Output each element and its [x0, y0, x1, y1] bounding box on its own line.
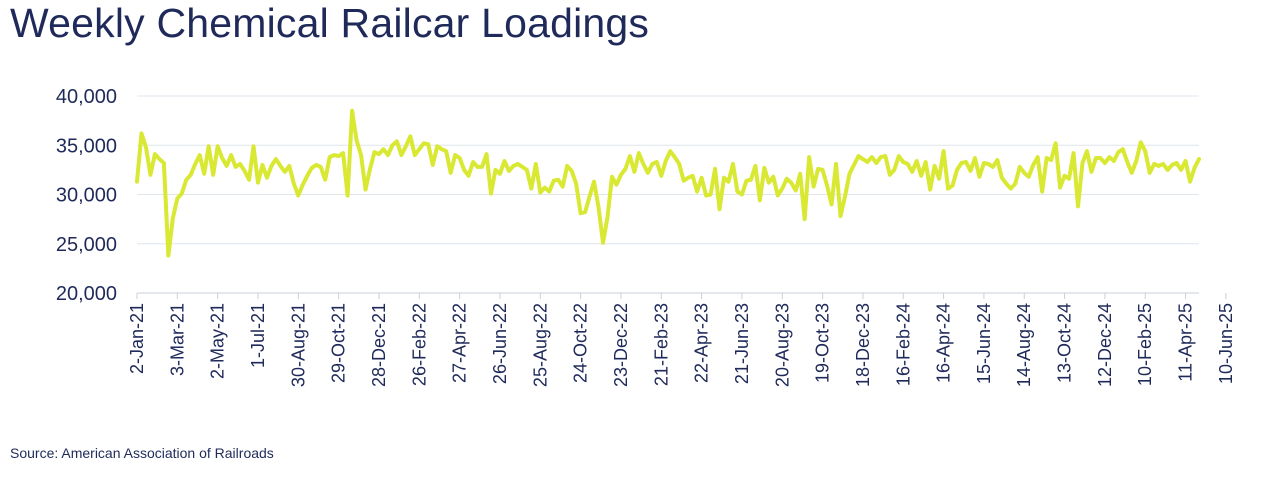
x-tick-label: 25-Aug-22	[530, 303, 550, 387]
x-tick-label: 21-Jun-23	[732, 303, 752, 384]
x-tick-label: 3-Mar-21	[167, 303, 187, 376]
x-tick-label: 16-Apr-24	[934, 303, 954, 383]
x-tick-label: 26-Jun-22	[490, 303, 510, 384]
x-tick-label: 26-Feb-22	[409, 303, 429, 386]
y-tick-label: 35,000	[56, 135, 117, 157]
x-tick-label: 1-Jul-21	[248, 303, 268, 368]
x-tick-label: 27-Apr-22	[450, 303, 470, 383]
chart-title: Weekly Chemical Railcar Loadings	[10, 0, 650, 46]
x-tick-label: 12-Dec-24	[1095, 303, 1115, 387]
x-tick-label: 2-May-21	[208, 303, 228, 379]
x-tick-label: 24-Oct-22	[571, 303, 591, 383]
y-tick-label: 30,000	[56, 185, 117, 207]
line-chart: 20,000 25,000 30,000 35,000 40,000 2-Jan-21 3…	[56, 86, 1236, 387]
x-tick-label: 30-Aug-21	[288, 303, 308, 387]
x-tick-label: 21-Feb-23	[651, 303, 671, 386]
y-tick-label: 20,000	[56, 283, 117, 305]
x-tick-label: 23-Dec-22	[611, 303, 631, 387]
y-tick-label: 40,000	[56, 86, 117, 108]
source-note: Source: American Association of Railroad…	[10, 445, 274, 461]
x-tick-label: 14-Aug-24	[1014, 303, 1034, 387]
x-tick-label: 19-Oct-23	[813, 303, 833, 383]
x-tick-label: 28-Dec-21	[369, 303, 389, 387]
x-tick-label: 15-Jun-24	[974, 303, 994, 384]
x-tick-label: 22-Apr-23	[692, 303, 712, 383]
plot-area	[135, 108, 1201, 258]
x-tick-label: 2-Jan-21	[127, 303, 147, 374]
x-tick-label: 29-Oct-21	[329, 303, 349, 383]
x-tick-label: 20-Aug-23	[772, 303, 792, 387]
x-axis: 2-Jan-21 3-Mar-21 2-May-21 1-Jul-21 30-Aug-2…	[127, 292, 1236, 387]
x-tick-label: 18-Dec-23	[853, 303, 873, 387]
x-tick-label: 16-Feb-24	[893, 303, 913, 386]
x-tick-label: 11-Apr-25	[1176, 303, 1196, 382]
gridlines	[137, 95, 1199, 245]
y-tick-label: 25,000	[56, 234, 117, 256]
x-tick-label: 13-Oct-24	[1055, 303, 1075, 383]
x-tick-label: 10-Feb-25	[1135, 303, 1155, 386]
x-tick-label: 10-Jun-25	[1216, 303, 1236, 384]
y-axis: 20,000 25,000 30,000 35,000 40,000	[56, 86, 117, 305]
series-line	[135, 108, 1201, 258]
